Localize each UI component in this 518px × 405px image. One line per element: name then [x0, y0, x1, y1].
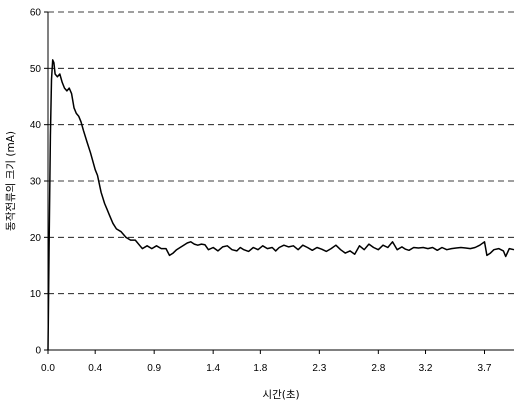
y-tick-label: 30: [30, 177, 42, 188]
x-tick-label: 2.8: [371, 363, 385, 374]
x-axis-label: 시간(초): [262, 389, 299, 401]
y-tick-label: 40: [30, 120, 42, 131]
y-tick-label: 0: [35, 346, 41, 357]
x-ticks: 0.0 0.4 0.9 1.4 1.8 2.3 2.8 3.2 3.7: [41, 350, 492, 374]
gridlines: [48, 11, 514, 295]
x-tick-label: 0.9: [147, 363, 161, 374]
y-ticks: 0 10 20 30 40 50 60: [30, 8, 48, 357]
y-tick-label: 20: [30, 233, 42, 244]
x-tick-label: 3.2: [419, 363, 433, 374]
series-line: [47, 59, 515, 351]
x-tick-label: 1.8: [253, 363, 267, 374]
x-tick-label: 0.0: [41, 363, 55, 374]
x-tick-label: 1.4: [206, 363, 220, 374]
y-axis-label: 동작전류의 크기 (mA): [5, 131, 17, 231]
x-tick-label: 3.7: [478, 363, 492, 374]
x-tick-label: 2.3: [312, 363, 326, 374]
x-tick-label: 0.4: [88, 363, 102, 374]
y-tick-label: 60: [30, 8, 42, 19]
y-tick-label: 50: [30, 64, 42, 75]
y-tick-label: 10: [30, 289, 42, 300]
